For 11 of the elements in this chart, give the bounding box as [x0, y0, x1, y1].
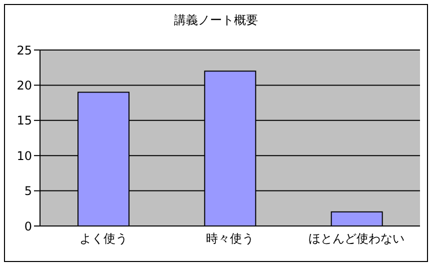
- x-tick-label: ほとんど使わない: [308, 232, 405, 246]
- y-tick-label: 15: [16, 114, 32, 128]
- y-tick-label: 5: [24, 184, 32, 198]
- y-tick-label: 0: [24, 219, 32, 234]
- y-tick-label: 25: [16, 43, 32, 58]
- bar: [330, 211, 383, 226]
- y-tick-label: 10: [16, 148, 32, 163]
- y-tick-label: 20: [16, 78, 32, 92]
- x-tick-label: よく使う: [79, 232, 128, 246]
- chart-title: 講義ノート概要: [173, 12, 259, 29]
- x-tick-label: 時々使う: [206, 232, 254, 246]
